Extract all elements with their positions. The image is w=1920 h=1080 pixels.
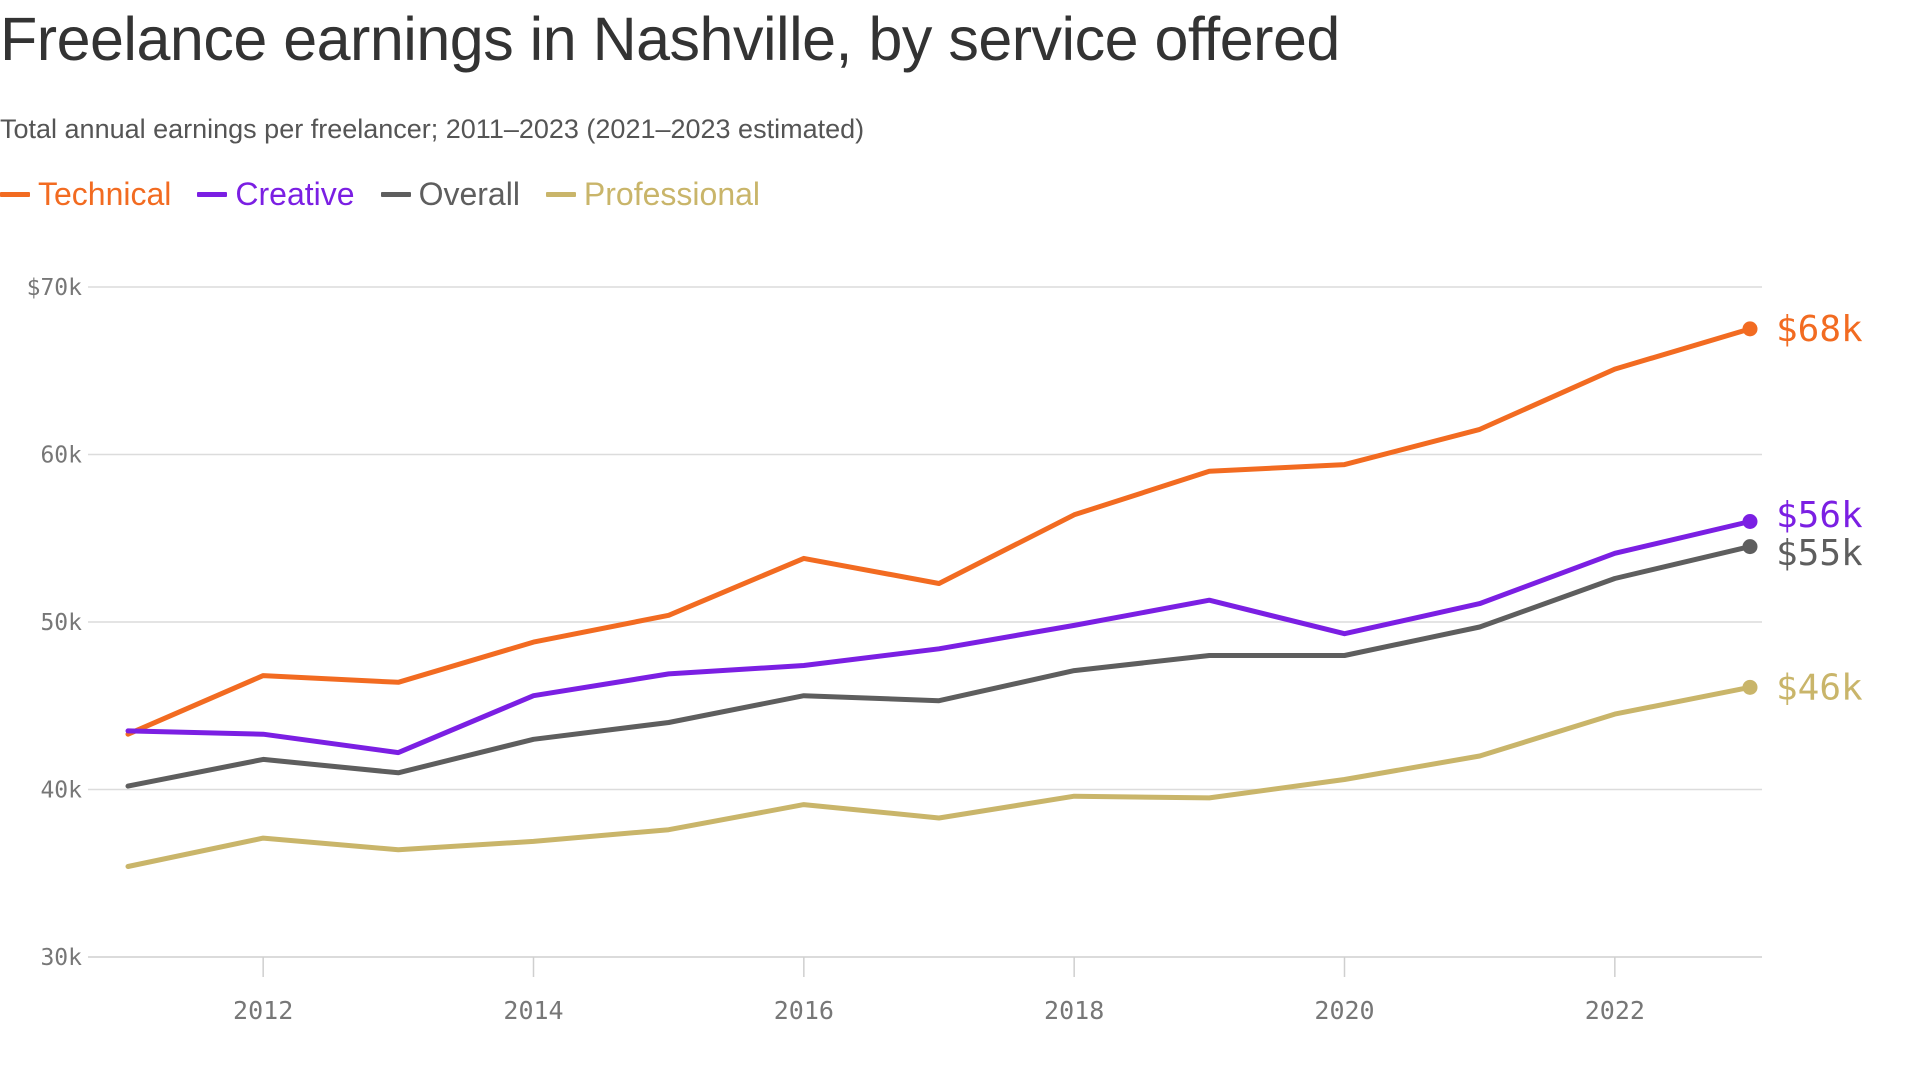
end-label-creative: $56k	[1776, 495, 1863, 536]
series-end-marker-overall	[1742, 539, 1758, 555]
legend-swatch-overall	[380, 192, 411, 197]
y-tick-label: 40k	[40, 778, 82, 804]
legend-label-creative: Creative	[235, 176, 355, 212]
x-tick-label: 2012	[233, 996, 293, 1025]
axes: $70k 60k 50k 40k 30k 2012 2014 2016 2018 2020 2022	[27, 275, 1645, 1025]
gridlines	[88, 286, 1762, 958]
legend: Technical Creative Overall Professional	[0, 176, 760, 213]
series-line-professional	[125, 684, 1753, 869]
y-tick-label: 30k	[40, 945, 82, 971]
legend-item-professional: Professional	[545, 176, 761, 213]
y-tick-label: 60k	[40, 443, 82, 469]
series-end-marker-professional	[1742, 679, 1758, 695]
legend-swatch-creative	[197, 192, 228, 197]
legend-item-creative: Creative	[197, 176, 355, 213]
y-tick-label: 50k	[40, 610, 82, 636]
series-end-marker-technical	[1742, 321, 1758, 337]
end-label-overall: $55k	[1776, 533, 1863, 574]
legend-label-professional: Professional	[583, 176, 761, 212]
chart-subtitle: Total annual earnings per freelancer; 20…	[0, 114, 865, 144]
series-end-marker-creative	[1742, 514, 1758, 529]
x-tick-label: 2022	[1585, 996, 1645, 1025]
legend-item-technical: Technical	[0, 176, 171, 213]
x-tick-label: 2018	[1044, 996, 1104, 1025]
series-lines	[125, 321, 1758, 869]
end-label-technical: $68k	[1776, 309, 1863, 350]
series-line-creative	[125, 519, 1753, 756]
legend-swatch-professional	[545, 192, 576, 197]
x-tick-label: 2020	[1314, 996, 1374, 1025]
x-tick-label: 2014	[503, 996, 563, 1025]
legend-item-overall: Overall	[380, 176, 520, 213]
series-line-technical	[125, 326, 1753, 737]
legend-swatch-technical	[0, 192, 30, 197]
end-labels: $68k $56k$55k $46k	[1776, 309, 1863, 708]
x-tick-label: 2016	[774, 996, 834, 1025]
y-tick-label: $70k	[27, 275, 83, 301]
end-label-professional: $46k	[1776, 667, 1863, 708]
legend-label-overall: Overall	[418, 176, 520, 212]
chart-title: Freelance earnings in Nashville, by serv…	[0, 5, 1340, 73]
series-line-overall	[125, 544, 1753, 789]
legend-label-technical: Technical	[38, 176, 172, 212]
